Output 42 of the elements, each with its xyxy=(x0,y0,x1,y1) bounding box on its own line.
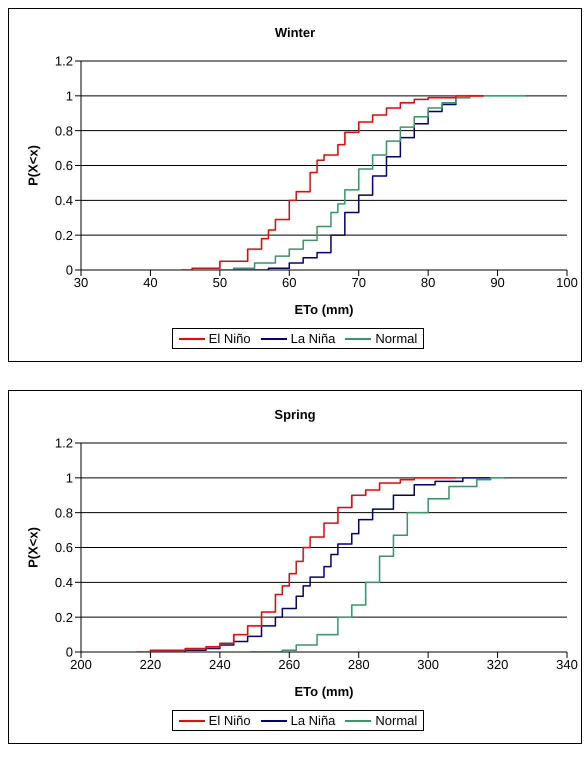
y-tick-label: 0.8 xyxy=(54,123,73,138)
y-tick-label: 1 xyxy=(66,470,73,486)
y-tick-label: 0 xyxy=(66,644,73,660)
y-tick-label: 0.6 xyxy=(54,158,73,174)
y-axis-title: P(X<x) xyxy=(26,145,41,186)
x-axis-title: ETo (mm) xyxy=(294,684,354,699)
x-tick-label: 320 xyxy=(486,657,508,672)
x-tick-label: 260 xyxy=(278,657,300,672)
y-tick-label: 1.2 xyxy=(54,436,73,451)
chart-title: Winter xyxy=(274,25,316,40)
x-tick-label: 340 xyxy=(556,657,578,672)
x-tick-label: 30 xyxy=(74,275,88,290)
x-tick-label: 220 xyxy=(140,657,162,672)
x-axis-title: ETo (mm) xyxy=(294,302,354,317)
y-tick-label: 0.8 xyxy=(54,505,73,520)
legend-label: El Niño xyxy=(208,713,251,728)
x-tick-label: 280 xyxy=(348,657,370,672)
y-tick-label: 1.2 xyxy=(54,54,73,69)
x-tick-label: 200 xyxy=(70,657,92,672)
x-tick-label: 90 xyxy=(490,275,505,290)
x-tick-label: 70 xyxy=(351,275,366,290)
legend-label: La Niña xyxy=(290,713,336,728)
y-axis-title: P(X<x) xyxy=(26,527,41,568)
legend-label: Normal xyxy=(375,713,418,728)
x-tick-label: 100 xyxy=(556,275,578,290)
x-tick-label: 40 xyxy=(143,275,158,290)
y-tick-label: 0.4 xyxy=(54,192,73,208)
x-tick-label: 50 xyxy=(212,275,228,290)
y-tick-label: 0.4 xyxy=(54,574,73,590)
legend-label: La Niña xyxy=(290,331,336,346)
y-tick-label: 0.6 xyxy=(54,540,73,556)
y-tick-label: 1 xyxy=(66,88,73,104)
x-tick-label: 240 xyxy=(209,657,231,672)
legend-label: El Niño xyxy=(208,331,251,346)
x-tick-label: 60 xyxy=(282,275,297,290)
legend-label: Normal xyxy=(375,331,418,346)
chart-title: Spring xyxy=(273,407,317,422)
x-tick-label: 80 xyxy=(420,275,436,290)
y-tick-label: 0.2 xyxy=(54,228,73,243)
x-tick-label: 300 xyxy=(417,657,439,672)
y-tick-label: 0.2 xyxy=(54,610,73,625)
y-tick-label: 0 xyxy=(66,262,73,278)
